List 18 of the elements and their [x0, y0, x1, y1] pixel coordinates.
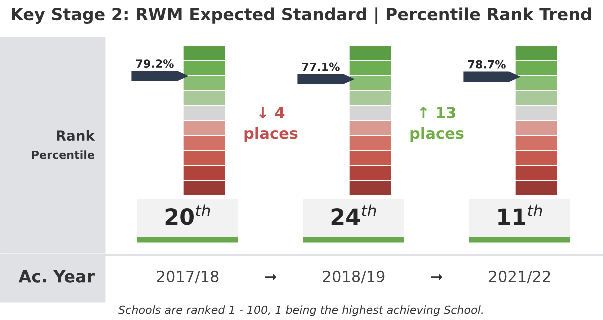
text: ↓ 4 places	[244, 107, 298, 142]
text: Key Stage 2: RWM Expected Standard | Percentile Rank Trend	[12, 8, 592, 24]
data-label: 24$^{th}$	[332, 204, 376, 226]
text: ➞	[431, 274, 443, 281]
text: Rank	[57, 130, 96, 142]
text: Schools are ranked 1 - 100, 1 being the highest achieving School.	[118, 306, 483, 316]
data-label: 77.1%	[302, 62, 340, 72]
data-label: 20$^{th}$	[166, 204, 210, 226]
data-label: 79.2%	[136, 60, 174, 68]
text: ➞	[265, 274, 277, 281]
data-label: 78.7%	[468, 60, 506, 69]
category-label: 2021/22	[489, 270, 550, 284]
data-label: 11$^{th}$	[498, 204, 542, 226]
text: Ac. Year	[18, 270, 95, 283]
text: ↑ 13 places	[410, 107, 464, 142]
category-label: 2018/19	[323, 270, 385, 284]
category-label: 2017/18	[157, 270, 219, 284]
text: Percentile	[32, 150, 94, 160]
